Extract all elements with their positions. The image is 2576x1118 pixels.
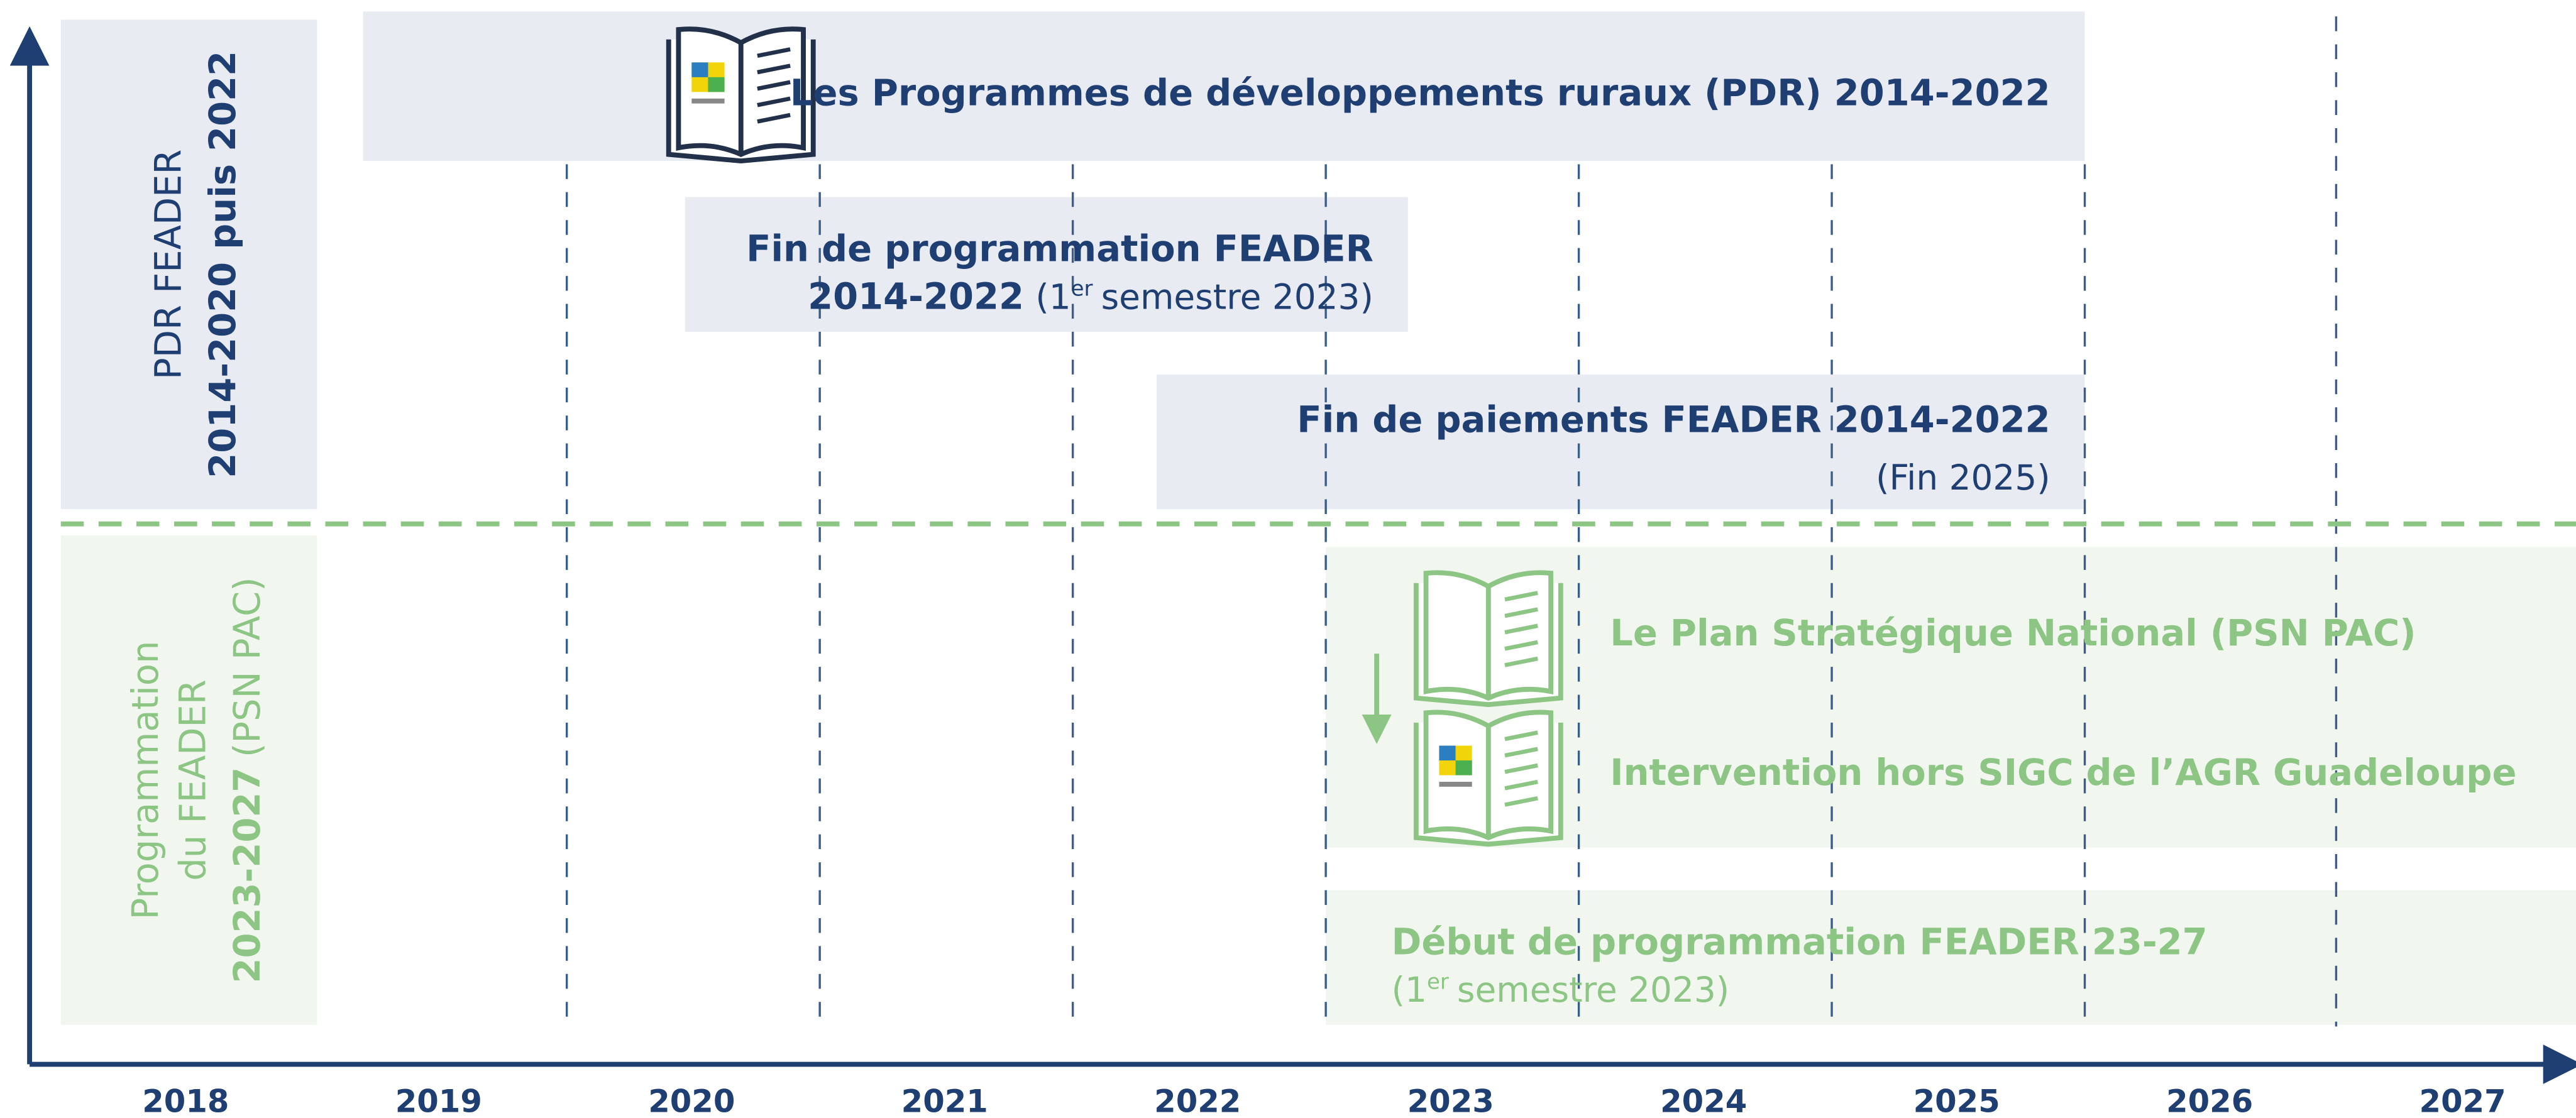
box bbox=[1326, 890, 2576, 1025]
year-label: 2018 bbox=[142, 1083, 229, 1118]
book-icon bbox=[1416, 573, 1561, 704]
box bbox=[363, 11, 2085, 162]
sidebar-pdr bbox=[60, 19, 317, 510]
box bbox=[685, 197, 1408, 332]
box-title: Les Programmes de développements ruraux … bbox=[790, 72, 2050, 114]
box-subtitle: (Fin 2025) bbox=[1876, 458, 2050, 498]
label: 2023-2027 bbox=[226, 767, 268, 984]
year-label: 2022 bbox=[1154, 1083, 1241, 1118]
box-subtitle: 2014-2022 (1er semestre 2023) bbox=[808, 275, 1373, 317]
year-label: 2020 bbox=[648, 1083, 735, 1118]
year-label: 2023 bbox=[1407, 1083, 1494, 1118]
year-label: 2027 bbox=[2419, 1083, 2506, 1118]
label: 2014-2020 puis 2022 bbox=[202, 51, 244, 478]
label: (1 bbox=[1392, 970, 1427, 1010]
label: semestre 2023) bbox=[1101, 277, 1373, 317]
box-title: Fin de paiements FEADER 2014-2022 bbox=[1297, 398, 2050, 441]
year-label: 2025 bbox=[1913, 1083, 2000, 1118]
year-label: 2019 bbox=[395, 1083, 482, 1118]
label: Programmation bbox=[124, 640, 167, 919]
sidebar-psn bbox=[60, 535, 317, 1025]
label: (1 bbox=[1035, 277, 1071, 317]
year-label: 2021 bbox=[901, 1083, 988, 1118]
year-labels: 2018 2019 2020 2021 2022 2023 2024 2025 2026 2027 bbox=[142, 1083, 2506, 1118]
label: er bbox=[1427, 969, 1449, 994]
label: 2014-2022 bbox=[808, 275, 1024, 317]
box-title: Fin de programmation FEADER bbox=[746, 228, 1373, 270]
sidebar-pdr-text: PDR FEADER 2014-2020 puis 2022 bbox=[148, 51, 244, 478]
year-label: 2024 bbox=[1660, 1083, 1747, 1118]
box-title: Intervention hors SIGC de l’AGR Guadelou… bbox=[1610, 752, 2516, 794]
label: du FEADER bbox=[172, 679, 214, 880]
book-icon bbox=[1416, 712, 1561, 844]
label: (PSN PAC) bbox=[226, 577, 268, 757]
label: er bbox=[1071, 276, 1093, 301]
label: PDR FEADER bbox=[148, 150, 190, 380]
year-label: 2026 bbox=[2166, 1083, 2253, 1118]
label: semestre 2023) bbox=[1457, 970, 1729, 1010]
sidebar-psn-text: Programmation du FEADER 2023-2027 (PSN PA… bbox=[124, 577, 268, 983]
box bbox=[1156, 374, 2085, 510]
box-title: Le Plan Stratégique National (PSN PAC) bbox=[1610, 612, 2416, 654]
label: 2023-2027 (PSN PAC) bbox=[226, 577, 268, 983]
box-subtitle: (1er semestre 2023) bbox=[1392, 969, 1730, 1010]
box-title: Début de programmation FEADER 23-27 bbox=[1392, 921, 2208, 963]
